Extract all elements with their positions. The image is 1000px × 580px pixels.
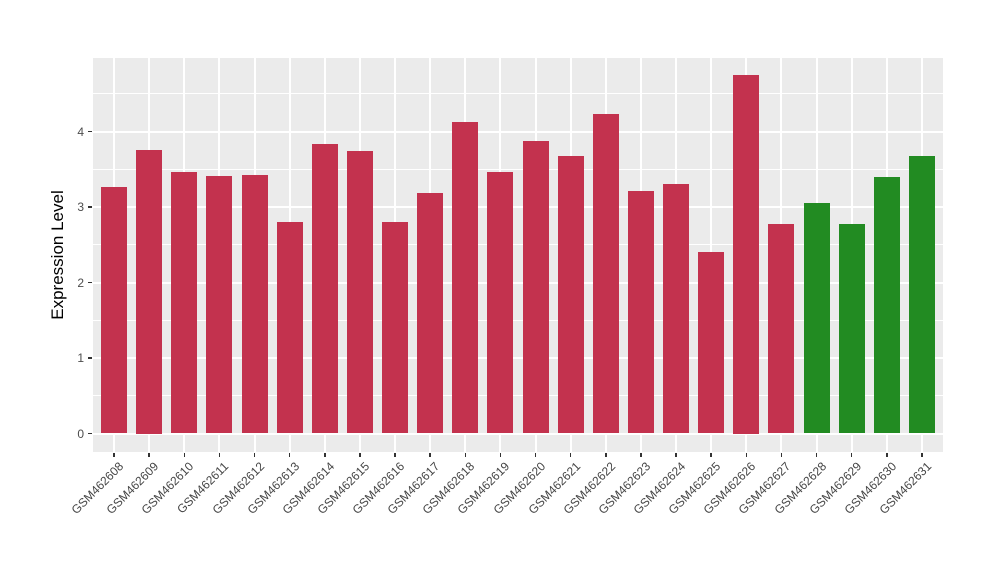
- bar-GSM462608: [101, 186, 128, 434]
- major-gridline: [93, 130, 943, 133]
- bar-GSM462631: [908, 155, 935, 434]
- y-tick-label: 0: [77, 426, 84, 441]
- major-gridline: [93, 357, 943, 359]
- major-gridline: [93, 432, 943, 435]
- y-tick-mark: [88, 432, 92, 435]
- bar-GSM462618: [452, 121, 479, 434]
- bar-GSM462609: [136, 150, 163, 434]
- major-gridline: [93, 206, 943, 208]
- x-tick-mark: [113, 453, 115, 457]
- minor-gridline: [93, 244, 943, 246]
- x-tick-mark: [710, 453, 712, 457]
- x-tick-mark: [675, 453, 677, 457]
- y-tick-mark: [88, 281, 92, 284]
- x-tick-mark: [850, 453, 853, 457]
- x-tick-mark: [605, 453, 607, 457]
- bar-GSM462627: [768, 224, 795, 434]
- bar-GSM462612: [241, 175, 268, 434]
- x-tick-mark: [183, 453, 186, 457]
- y-tick-label: 2: [77, 275, 84, 290]
- x-tick-mark: [324, 453, 326, 457]
- minor-gridline: [93, 168, 943, 170]
- x-tick-mark: [499, 453, 502, 457]
- plot-panel: [93, 58, 943, 452]
- x-tick-mark: [288, 453, 291, 457]
- bar-GSM462625: [698, 251, 725, 434]
- y-tick-mark: [88, 357, 92, 359]
- x-tick-mark: [569, 453, 572, 457]
- bar-GSM462620: [522, 140, 549, 434]
- x-tick-mark: [815, 453, 818, 457]
- bar-GSM462611: [206, 176, 233, 434]
- y-tick-label: 4: [77, 124, 84, 139]
- y-tick-label: 3: [77, 200, 84, 214]
- x-tick-mark: [394, 453, 396, 457]
- x-tick-mark: [745, 453, 748, 457]
- bar-GSM462613: [276, 222, 303, 434]
- bar-GSM462619: [487, 171, 514, 434]
- minor-gridline: [93, 93, 943, 95]
- x-tick-mark: [253, 453, 256, 457]
- bar-GSM462617: [417, 192, 444, 434]
- bar-GSM462616: [382, 222, 409, 434]
- bar-GSM462621: [557, 156, 584, 434]
- bar-GSM462630: [873, 176, 900, 434]
- x-tick-mark: [640, 453, 642, 457]
- x-tick-mark: [429, 453, 431, 457]
- minor-gridline: [93, 319, 943, 321]
- y-tick-mark: [88, 130, 92, 133]
- x-tick-mark: [218, 453, 221, 457]
- bar-GSM462624: [663, 183, 690, 434]
- bar-GSM462629: [838, 223, 865, 434]
- bar-GSM462626: [733, 74, 760, 434]
- bar-GSM462622: [592, 114, 619, 434]
- bar-GSM462610: [171, 172, 198, 434]
- x-tick-mark: [148, 453, 150, 457]
- bar-GSM462614: [311, 143, 338, 434]
- minor-gridline: [93, 395, 943, 397]
- x-tick-mark: [359, 453, 361, 457]
- x-tick-mark: [464, 453, 467, 457]
- major-gridline: [93, 281, 943, 284]
- y-tick-mark: [88, 206, 92, 208]
- bar-GSM462628: [803, 203, 830, 434]
- x-tick-mark: [886, 453, 888, 457]
- x-tick-mark: [534, 453, 537, 457]
- bar-GSM462623: [627, 191, 654, 434]
- x-tick-mark: [921, 453, 923, 457]
- x-tick-mark: [780, 453, 783, 457]
- bar-GSM462615: [346, 151, 373, 434]
- y-tick-label: 1: [77, 351, 84, 365]
